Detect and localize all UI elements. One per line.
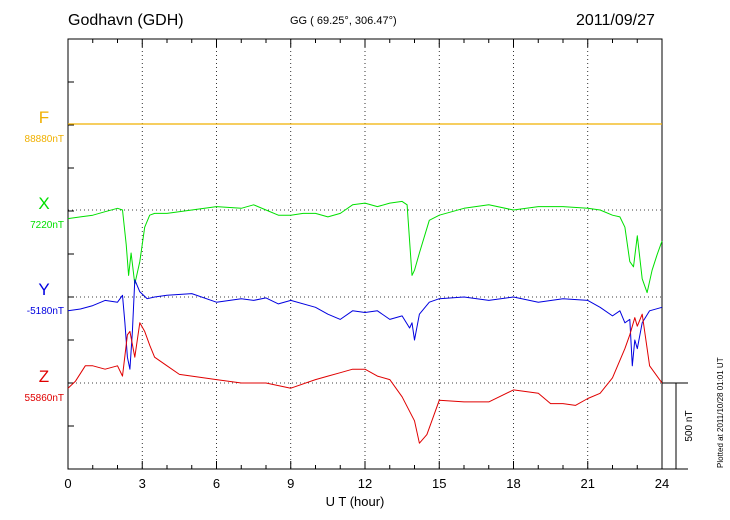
x-axis-label: U T (hour) <box>326 494 385 509</box>
baseline-value-x: 7220nT <box>30 220 64 231</box>
x-tick-label: 12 <box>358 476 372 491</box>
x-tick-label: 24 <box>655 476 669 491</box>
series-line-x <box>67 200 663 294</box>
date-label: 2011/09/27 <box>576 12 655 29</box>
x-tick-label: 0 <box>64 476 71 491</box>
geographic-coordinates: GG ( 69.25°, 306.47°) <box>290 15 397 27</box>
x-tick-label: 15 <box>432 476 446 491</box>
baseline-value-y: -5180nT <box>27 306 64 317</box>
x-tick-label: 9 <box>287 476 294 491</box>
scale-bar-label: 500 nT <box>684 410 695 441</box>
x-tick-label: 18 <box>506 476 520 491</box>
station-title: Godhavn (GDH) <box>68 12 184 29</box>
component-label-y: Y <box>38 280 49 299</box>
series-line-y <box>67 279 663 370</box>
series-line-z <box>67 313 663 444</box>
component-label-x: X <box>38 194 49 213</box>
x-tick-label: 21 <box>581 476 595 491</box>
x-tick-label: 3 <box>139 476 146 491</box>
component-label-f: F <box>39 108 49 127</box>
baseline-value-f: 88880nT <box>25 134 64 145</box>
baseline-value-z: 55860nT <box>25 393 64 404</box>
x-tick-label: 6 <box>213 476 220 491</box>
component-label-z: Z <box>39 367 49 386</box>
